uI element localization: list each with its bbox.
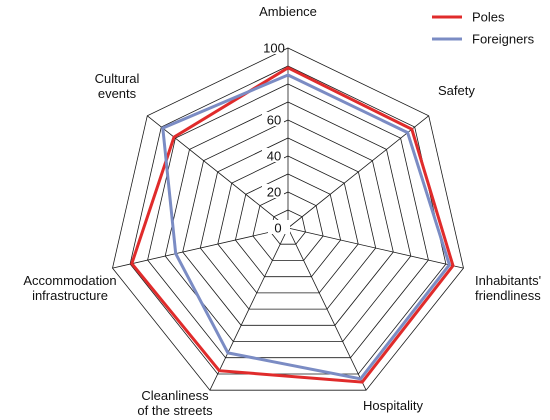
axis-label: Cleanliness bbox=[141, 388, 209, 403]
tick-label: 100 bbox=[263, 41, 285, 56]
spoke bbox=[287, 227, 464, 269]
spoke bbox=[287, 227, 367, 391]
grid-ring bbox=[129, 65, 447, 375]
grid-ring bbox=[252, 191, 324, 261]
radar-series bbox=[130, 66, 455, 384]
axis-label: Inhabitants' bbox=[475, 273, 541, 288]
radar-axis-labels: Ambience Safety Inhabitants'friendliness Ho… bbox=[23, 4, 541, 418]
grid-ring bbox=[112, 47, 464, 391]
legend: Poles Foreigners bbox=[432, 10, 535, 47]
tick-label-bg bbox=[268, 220, 290, 234]
grid-ring bbox=[147, 83, 429, 359]
spoke bbox=[287, 115, 429, 229]
tick-label: 40 bbox=[267, 149, 281, 164]
radar-spokes bbox=[112, 48, 464, 391]
tick-label-bg bbox=[262, 184, 284, 198]
radar-grid bbox=[112, 47, 464, 391]
legend-label-foreigners: Foreigners bbox=[472, 32, 535, 47]
tick-label: 60 bbox=[267, 113, 281, 128]
axis-label: infrastructure bbox=[32, 288, 108, 303]
axis-label: Cultural bbox=[95, 71, 140, 86]
series-foreigners-line bbox=[161, 73, 452, 381]
grid-ring bbox=[199, 137, 377, 310]
axis-label: Safety bbox=[438, 83, 475, 98]
axis-label: Accommodation bbox=[23, 273, 116, 288]
spoke bbox=[209, 227, 289, 391]
axis-label: of the streets bbox=[137, 403, 213, 418]
tick-label-bg bbox=[262, 112, 284, 126]
axis-label: Hospitality bbox=[363, 398, 423, 413]
axis-label: Ambience bbox=[259, 4, 317, 19]
grid-ring bbox=[217, 155, 359, 294]
spoke bbox=[112, 227, 289, 269]
grid-ring bbox=[164, 101, 412, 342]
radar-ticks: 0 20 40 60 100 bbox=[262, 40, 290, 236]
legend-label-poles: Poles bbox=[472, 10, 505, 25]
tick-label: 20 bbox=[267, 185, 281, 200]
axis-label: events bbox=[98, 86, 137, 101]
tick-label-bg bbox=[262, 148, 284, 162]
tick-label: 0 bbox=[274, 221, 281, 236]
axis-label: friendliness bbox=[475, 288, 541, 303]
tick-label-bg bbox=[262, 40, 284, 54]
grid-ring bbox=[234, 173, 342, 278]
grid-ring bbox=[182, 119, 394, 326]
grid-ring bbox=[270, 209, 306, 245]
spoke bbox=[147, 115, 289, 229]
